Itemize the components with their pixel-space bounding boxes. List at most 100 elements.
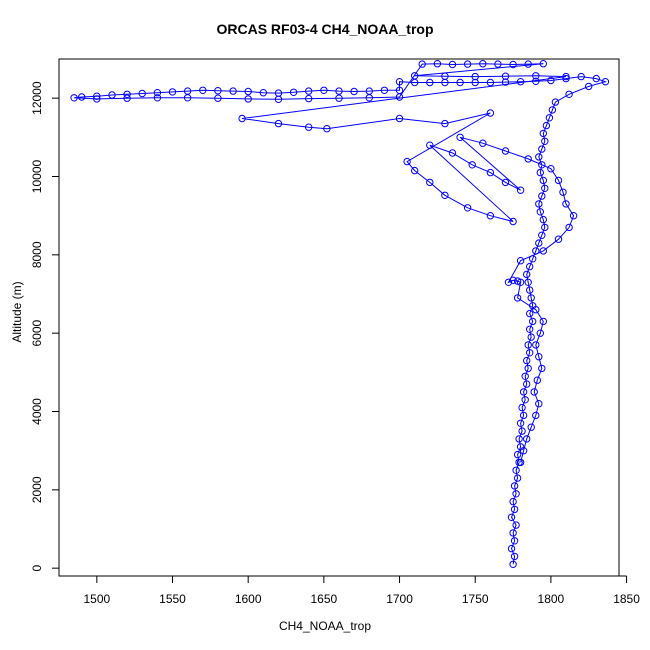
data-point <box>535 400 543 408</box>
data-point <box>526 349 534 357</box>
data-point <box>513 474 522 482</box>
y-tick-label: 12000 <box>30 81 44 115</box>
data-point <box>507 544 516 553</box>
data-point <box>526 262 534 271</box>
data-point <box>509 217 517 226</box>
data-point <box>214 94 222 102</box>
data-point <box>529 317 537 326</box>
data-point <box>463 60 472 68</box>
data-point <box>471 72 479 81</box>
data-point <box>592 74 600 83</box>
data-point <box>426 141 434 149</box>
y-axis: 0 2000 4000 6000 8000 10000 12000 <box>30 81 60 572</box>
data-point <box>565 90 573 99</box>
data-point <box>486 212 495 220</box>
data-point <box>108 91 116 99</box>
y-tick-label: 6000 <box>30 319 44 346</box>
data-point <box>259 89 267 97</box>
data-point <box>494 60 502 68</box>
data-point <box>510 505 519 514</box>
data-point <box>526 325 534 333</box>
data-point <box>532 72 540 80</box>
data-point <box>526 309 534 318</box>
data-point <box>501 147 510 155</box>
data-point <box>518 403 526 412</box>
data-point <box>448 60 457 69</box>
x-tick-label: 1850 <box>613 592 640 606</box>
data-point <box>479 139 487 147</box>
data-point <box>559 188 567 196</box>
data-point <box>535 153 543 161</box>
data-point <box>504 278 513 286</box>
data-point <box>535 200 543 208</box>
data-point <box>538 364 546 373</box>
data-point <box>577 72 585 81</box>
data-point <box>585 82 593 91</box>
x-tick-label: 1550 <box>159 592 186 606</box>
data-point <box>395 78 404 86</box>
data-point <box>516 458 525 467</box>
data-point <box>510 482 519 490</box>
data-point <box>541 223 549 232</box>
data-point <box>518 427 526 435</box>
data-point <box>523 380 531 388</box>
data-point <box>426 178 434 187</box>
data-point <box>554 176 563 185</box>
data-point <box>486 109 495 117</box>
data-point <box>524 155 532 163</box>
data-point <box>507 513 516 521</box>
y-tick-label: 4000 <box>30 398 44 425</box>
data-point <box>199 86 207 95</box>
data-point <box>548 106 557 114</box>
data-point <box>523 270 531 279</box>
data-point <box>516 278 525 286</box>
data-point <box>539 317 547 326</box>
data-point <box>512 490 520 498</box>
data-point <box>541 184 549 193</box>
data-point <box>539 215 547 224</box>
data-point <box>562 200 570 208</box>
data-point <box>486 168 495 177</box>
plot-frame <box>58 58 620 577</box>
data-point <box>562 74 570 83</box>
data-point <box>509 60 517 69</box>
data-point <box>535 353 543 361</box>
data-point <box>510 537 519 545</box>
data-point <box>532 247 540 255</box>
data-point <box>547 165 555 173</box>
y-tick-label: 10000 <box>30 159 44 193</box>
data-point <box>153 94 162 102</box>
data-point <box>539 176 547 185</box>
data-point <box>539 247 547 255</box>
data-point <box>441 119 449 128</box>
data-point <box>335 94 343 102</box>
data-point <box>516 257 525 265</box>
data-point <box>274 95 283 104</box>
data-point <box>532 341 540 349</box>
x-axis-label: CH4_NOAA_trop <box>278 619 372 633</box>
data-point <box>403 157 411 166</box>
data-point <box>524 60 532 68</box>
x-tick-label: 1750 <box>462 592 489 606</box>
y-tick-label: 2000 <box>30 476 44 503</box>
data-point <box>524 364 532 373</box>
data-point <box>524 278 532 286</box>
x-tick-label: 1500 <box>83 592 110 606</box>
data-point <box>569 212 578 220</box>
data-point <box>532 77 540 86</box>
data-point <box>456 133 464 142</box>
data-point <box>70 94 78 102</box>
data-point <box>551 98 560 106</box>
data-point <box>521 396 529 404</box>
data-point <box>93 92 101 100</box>
data-point <box>513 294 522 302</box>
data-point <box>456 78 464 87</box>
data-point <box>365 94 373 102</box>
data-point <box>509 276 517 284</box>
data-point <box>532 411 540 420</box>
data-point <box>538 192 546 200</box>
data-point <box>380 86 389 95</box>
data-point <box>509 560 517 568</box>
data-point <box>448 149 457 157</box>
data-point <box>93 95 101 103</box>
